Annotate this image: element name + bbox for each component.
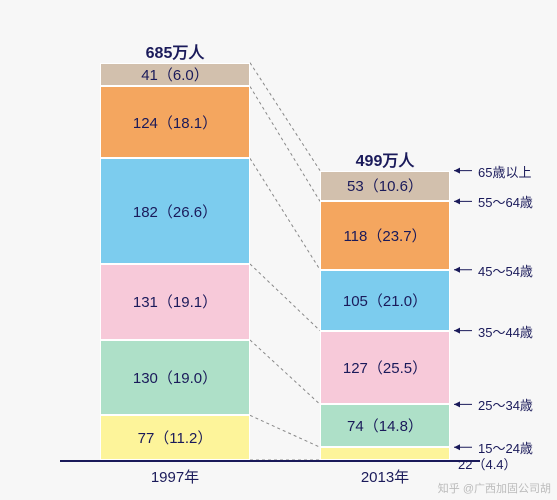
bar-2013-segment-2: 127（25.5） [320,331,450,405]
bar-2013-segment-2-label: 127（25.5） [343,357,427,378]
bar-2013-segment-1-label: 74（14.8） [347,415,423,436]
bar-1997-segment-5-label: 41（6.0） [141,64,209,85]
bar-1997-segment-4-label: 124（18.1） [133,112,217,133]
bar-1997-segment-1-label: 130（19.0） [133,367,217,388]
age-label-4: 55～64歳 [478,192,533,211]
age-label-1: 25～34歳 [478,395,533,414]
bar-1997-axis-label: 1997年 [100,466,250,487]
bar-2013-segment-3-label: 105（21.0） [343,290,427,311]
bar-1997-segment-2-label: 131（19.1） [133,291,217,312]
bar-2013-title: 499万人 [320,147,450,171]
bar-2013-segment-3: 105（21.0） [320,270,450,331]
bar-1997-title: 685万人 [100,39,250,63]
chart-area: 77（11.2） 130（19.0） 131（19.1） 182（26.6） 124（1… [40,20,530,480]
bar-1997-segment-0: 77（11.2） [100,415,250,460]
age-label-3: 45～54歳 [478,261,533,280]
bar-2013-segment-0 [320,447,450,460]
bar-1997-segment-5: 41（6.0） [100,63,250,87]
bar-2013-axis-label: 2013年 [320,466,450,487]
bar-2013-segment-1: 74（14.8） [320,404,450,447]
bar-1997-segment-3-label: 182（26.6） [133,201,217,222]
watermark: 知乎 @广西加固公司胡 [438,480,551,496]
bar-1997-segment-2: 131（19.1） [100,264,250,340]
bar-2013-segment-4-label: 118（23.7） [343,225,426,246]
baseline [60,460,480,462]
bar-1997-segment-0-label: 77（11.2） [138,427,213,448]
age-label-2: 35～44歳 [478,322,533,341]
age-label-5: 65歳以上 [478,162,531,181]
bar-1997-segment-3: 182（26.6） [100,158,250,264]
bar-1997-segment-1: 130（19.0） [100,340,250,415]
bar-2013-segment-5-label: 53（10.6） [347,175,423,196]
bar-2013-segment-5: 53（10.6） [320,171,450,202]
age-label-0: 15～24歳 [478,438,533,457]
bar-1997-segment-4: 124（18.1） [100,86,250,158]
bar-2013-segment-4: 118（23.7） [320,201,450,269]
